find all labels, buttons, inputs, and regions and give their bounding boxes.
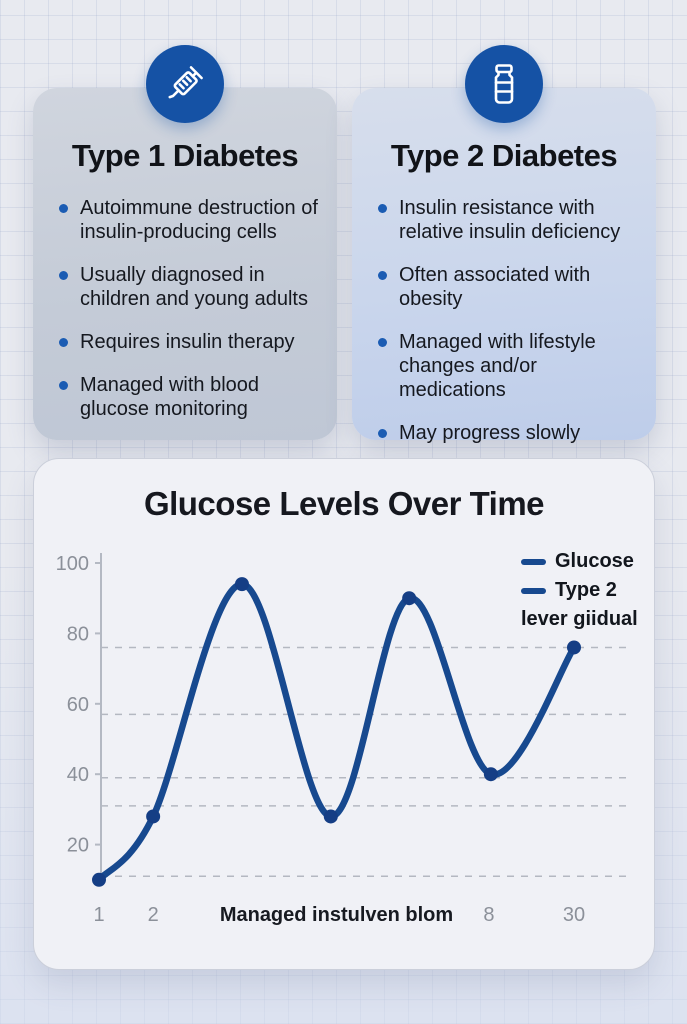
bullet-dot: [59, 338, 68, 347]
bullet-dot: [59, 271, 68, 280]
list-item: Usually diagnosed in children and young …: [59, 263, 321, 311]
data-point: [92, 872, 106, 887]
syringe-icon: [146, 45, 224, 123]
data-point: [567, 640, 581, 655]
bullet-dot: [378, 271, 387, 280]
x-tick-label: 1: [93, 904, 104, 926]
list-item: May progress slowly: [378, 421, 640, 445]
legend-line-marker: [521, 587, 546, 594]
y-tick-label: 40: [67, 764, 89, 786]
syringe-icon-glyph: [168, 66, 203, 99]
bullet-text: Managed with blood glucose monitoring: [80, 374, 260, 420]
bullet-dot: [378, 204, 387, 213]
data-point: [146, 809, 161, 824]
list-item: Often associated with obesity: [378, 263, 640, 311]
list-item: Managed with lifestyle changes and/or me…: [378, 330, 640, 402]
list-item: Managed with blood glucose monitoring: [59, 373, 321, 421]
legend-label: Type 2: [555, 579, 617, 601]
glucose-line-chart: 100 80 60 40 20 1 2 Managed instulven blom 8 30: [56, 553, 626, 926]
bullet-dot: [378, 429, 387, 438]
legend-label: Glucose: [555, 550, 634, 572]
legend-line-marker: [521, 558, 546, 565]
x-tick-label: 2: [148, 904, 159, 926]
card-bullet-list: Autoimmune destruction of insulin-produc…: [33, 196, 337, 421]
data-point: [402, 591, 417, 606]
x-tick-label: 8: [483, 904, 494, 926]
bullet-text: Insulin resistance with relative insulin…: [399, 197, 621, 243]
list-item: Autoimmune destruction of insulin-produc…: [59, 196, 321, 244]
glucose-line-series: [95, 580, 578, 884]
bullet-dot: [59, 204, 68, 213]
y-tick-label: 20: [67, 835, 89, 857]
bullet-dot: [378, 338, 387, 347]
list-item: Requires insulin therapy: [59, 330, 321, 354]
x-tick-label: Managed instulven blom: [220, 904, 453, 926]
glucose-chart-card: Glucose Levels Over Time 100 80 60 40 20 1 2 Ma…: [33, 458, 655, 970]
legend-item-type2: Type 2: [521, 576, 638, 605]
list-item: Insulin resistance with relative insulin…: [378, 196, 640, 244]
y-tick-label: 100: [56, 553, 89, 575]
card-title: Type 2 Diabetes: [390, 138, 618, 173]
chart-legend: Glucose Type 2 lever giidual: [521, 547, 638, 634]
bullet-text: Managed with lifestyle changes and/or me…: [399, 331, 596, 401]
type1-diabetes-card: Type 1 Diabetes Autoimmune destruction o…: [33, 45, 337, 440]
x-tick-label: 30: [563, 904, 585, 926]
type2-diabetes-card: Type 2 Diabetes Insulin resistance with …: [352, 45, 656, 444]
data-point: [234, 577, 249, 592]
legend-item-glucose: Glucose: [521, 547, 638, 576]
bullet-text: May progress slowly: [399, 422, 581, 444]
card-bullet-list: Insulin resistance with relative insulin…: [352, 196, 656, 445]
bullet-text: Autoimmune destruction of insulin-produc…: [80, 197, 318, 243]
bullet-text: Usually diagnosed in children and young …: [80, 264, 308, 310]
y-tick-label: 60: [67, 694, 89, 716]
medicine-bottle-icon-glyph: [494, 64, 514, 104]
bullet-dot: [59, 381, 68, 390]
y-tick-label: 80: [67, 623, 89, 645]
chart-title: Glucose Levels Over Time: [143, 485, 545, 522]
bullet-text: Often associated with obesity: [399, 264, 591, 310]
data-point: [323, 809, 338, 824]
card-title: Type 1 Diabetes: [71, 138, 299, 173]
data-point: [483, 767, 498, 782]
medicine-bottle-icon: [465, 45, 543, 123]
bullet-text: Requires insulin therapy: [80, 331, 295, 353]
legend-label: lever giidual: [521, 608, 638, 630]
legend-item-extra-text: lever giidual: [521, 605, 638, 634]
